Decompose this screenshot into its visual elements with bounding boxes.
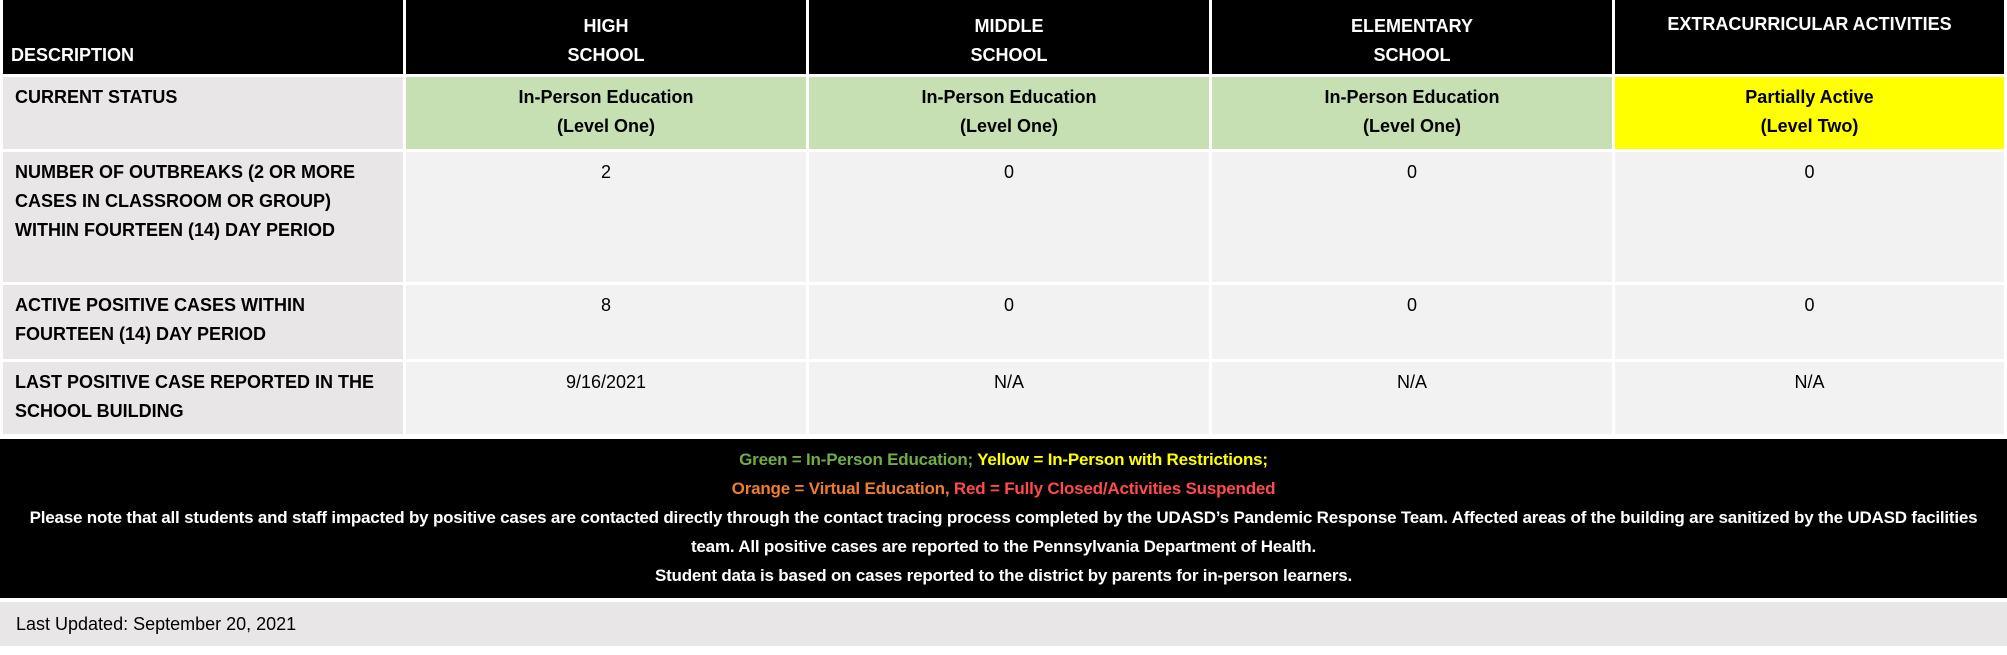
- cell-value: N/A: [1212, 362, 1612, 434]
- legend-notes: Green = In-Person Education; Yellow = In…: [0, 439, 2007, 598]
- cell-value: 0: [1212, 152, 1612, 282]
- cell-value: N/A: [809, 362, 1209, 434]
- legend-line-2: Orange = Virtual Education, Red = Fully …: [0, 474, 2007, 503]
- status-cell: In-Person Education (Level One): [809, 77, 1209, 149]
- table-row: NUMBER OF OUTBREAKS (2 OR MORE CASES IN …: [3, 152, 2004, 282]
- legend-yellow: Yellow = In-Person with Restrictions;: [977, 450, 1268, 469]
- cell-value: N/A: [1615, 362, 2004, 434]
- header-description: DESCRIPTION: [3, 0, 403, 74]
- cell-value: 9/16/2021: [406, 362, 806, 434]
- header-middle-school: MIDDLE SCHOOL: [809, 0, 1209, 74]
- table-row: LAST POSITIVE CASE REPORTED IN THE SCHOO…: [3, 362, 2004, 434]
- legend-orange: Orange = Virtual Education,: [731, 479, 950, 498]
- table-row: ACTIVE POSITIVE CASES WITHIN FOURTEEN (1…: [3, 285, 2004, 359]
- cell-value: 8: [406, 285, 806, 359]
- cell-value: 0: [1615, 152, 2004, 282]
- cell-value: 0: [1212, 285, 1612, 359]
- row-label: CURRENT STATUS: [3, 77, 403, 149]
- status-table: DESCRIPTION HIGH SCHOOL MIDDLE SCHOOL ELEM…: [3, 0, 2004, 434]
- status-cell: Partially Active (Level Two): [1615, 77, 2004, 149]
- row-label: LAST POSITIVE CASE REPORTED IN THE SCHOO…: [3, 362, 403, 434]
- status-cell: In-Person Education (Level One): [406, 77, 806, 149]
- status-cell: In-Person Education (Level One): [1212, 77, 1612, 149]
- legend-red: Red = Fully Closed/Activities Suspended: [953, 479, 1276, 498]
- header-extracurricular: EXTRACURRICULAR ACTIVITIES: [1615, 0, 2004, 74]
- cell-value: 2: [406, 152, 806, 282]
- legend-line-1: Green = In-Person Education; Yellow = In…: [0, 445, 2007, 474]
- row-label: ACTIVE POSITIVE CASES WITHIN FOURTEEN (1…: [3, 285, 403, 359]
- status-row: CURRENT STATUS In-Person Education (Level…: [3, 77, 2004, 149]
- cell-value: 0: [809, 285, 1209, 359]
- row-label: NUMBER OF OUTBREAKS (2 OR MORE CASES IN …: [3, 152, 403, 282]
- legend-green: Green = In-Person Education;: [739, 450, 973, 469]
- header-elementary-school: ELEMENTARY SCHOOL: [1212, 0, 1612, 74]
- cell-value: 0: [1615, 285, 2004, 359]
- cell-value: 0: [809, 152, 1209, 282]
- note-text: Please note that all students and staff …: [29, 508, 1978, 556]
- last-updated: Last Updated: September 20, 2021: [0, 602, 2007, 646]
- header-high-school: HIGH SCHOOL: [406, 0, 806, 74]
- note-text: Student data is based on cases reported …: [654, 566, 1353, 585]
- header-row: DESCRIPTION HIGH SCHOOL MIDDLE SCHOOL ELEM…: [3, 0, 2004, 74]
